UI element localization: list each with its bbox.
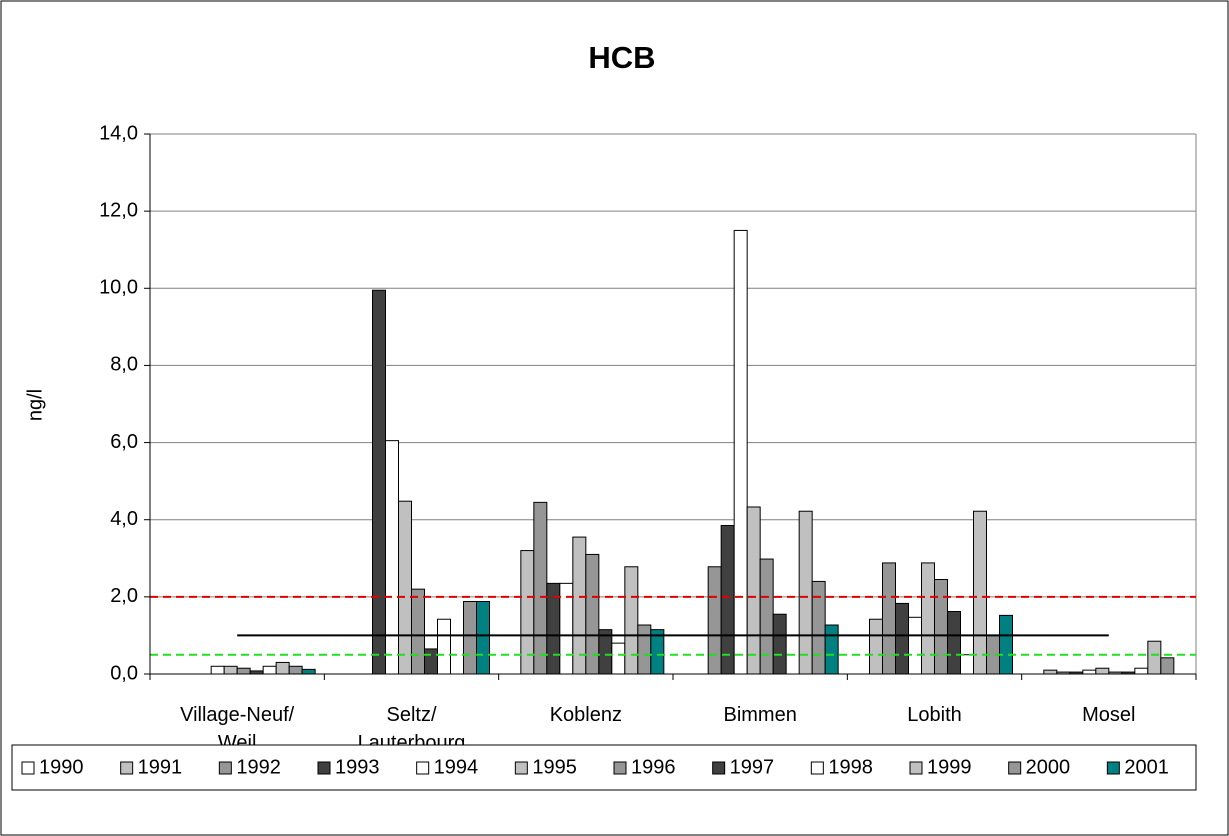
legend-box <box>11 744 1197 791</box>
bar <box>869 618 883 675</box>
bar <box>733 229 748 675</box>
x-tick-label: Mosel <box>1082 704 1135 726</box>
y-tick-label: 2,0 <box>110 585 138 607</box>
legend-swatch <box>514 761 528 775</box>
y-tick-label: 8,0 <box>110 354 138 376</box>
legend-label: 2001 <box>1124 756 1169 778</box>
bar <box>1043 669 1058 675</box>
bar <box>262 665 277 675</box>
legend-label: 1999 <box>927 756 972 778</box>
legend-label: 1996 <box>631 756 676 778</box>
bar <box>611 642 626 675</box>
bar <box>824 624 839 675</box>
legend-swatch <box>317 761 331 775</box>
chart-title: HCB <box>588 40 655 75</box>
legend-swatch <box>21 761 35 775</box>
bar <box>533 501 548 675</box>
y-axis-label: ng/l <box>24 389 46 421</box>
bar <box>772 613 787 675</box>
bar <box>746 506 761 675</box>
legend-swatch <box>416 761 430 775</box>
bar <box>947 611 961 675</box>
bar <box>424 648 438 675</box>
bar <box>798 510 813 675</box>
legend-swatch <box>120 761 134 775</box>
bar <box>973 510 987 675</box>
bar <box>908 616 922 675</box>
bar <box>999 614 1013 675</box>
bar <box>1160 657 1175 675</box>
bar <box>236 667 251 675</box>
legend-swatch <box>810 761 824 775</box>
y-tick-label: 14,0 <box>99 122 138 144</box>
legend-label: 1992 <box>236 756 280 778</box>
bar <box>934 579 948 675</box>
bar <box>624 566 639 675</box>
y-tick-label: 12,0 <box>99 199 138 221</box>
legend-label: 2000 <box>1026 756 1071 778</box>
x-tick-label: Koblenz <box>550 704 622 726</box>
bar <box>385 440 399 675</box>
y-tick-label: 6,0 <box>110 431 138 453</box>
legend-label: 1997 <box>730 756 775 778</box>
bar <box>398 500 412 675</box>
bar <box>411 588 425 675</box>
legend-swatch <box>613 761 627 775</box>
bar <box>882 562 896 675</box>
bar <box>585 553 600 675</box>
bar <box>223 665 238 675</box>
bar <box>572 536 587 675</box>
bar <box>960 654 974 675</box>
bar <box>372 289 386 675</box>
y-tick-label: 10,0 <box>99 277 138 299</box>
bar <box>720 525 735 675</box>
bar <box>275 661 290 675</box>
legend-swatch <box>1008 761 1022 775</box>
x-tick-label: Bimmen <box>723 704 796 726</box>
bar <box>301 668 316 675</box>
bar <box>1134 667 1149 675</box>
bar <box>637 624 652 675</box>
legend-label: 1993 <box>335 756 380 778</box>
bar <box>1095 667 1110 675</box>
bar <box>759 558 774 675</box>
legend-swatch <box>712 761 726 775</box>
legend-label: 1994 <box>434 756 479 778</box>
y-tick-label: 4,0 <box>110 508 138 530</box>
bar <box>437 618 451 675</box>
legend-label: 1995 <box>532 756 577 778</box>
legend-swatch <box>909 761 923 775</box>
bar <box>707 566 722 675</box>
bar <box>1147 640 1162 675</box>
bar <box>921 562 935 675</box>
bar <box>811 580 826 675</box>
legend-swatch <box>1106 761 1120 775</box>
legend-swatch <box>218 761 232 775</box>
bar <box>210 665 225 675</box>
legend-label: 1991 <box>138 756 183 778</box>
bar <box>463 600 477 675</box>
bar <box>288 665 303 675</box>
bar <box>895 602 909 675</box>
legend-label: 1990 <box>39 756 84 778</box>
legend-label: 1998 <box>828 756 873 778</box>
bar <box>1082 669 1097 675</box>
y-tick-label: 0,0 <box>110 662 138 684</box>
x-tick-label: Lobith <box>907 704 962 726</box>
bar <box>476 600 490 675</box>
